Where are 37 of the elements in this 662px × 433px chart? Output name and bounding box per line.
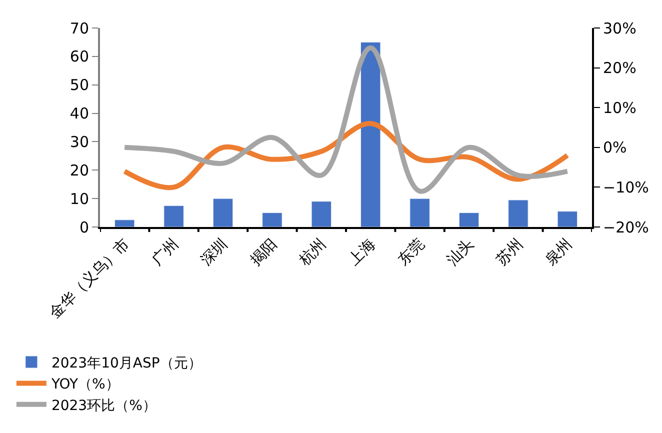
- x-tick-label: 上海: [344, 234, 379, 269]
- x-tick-label: 杭州: [294, 234, 330, 270]
- y-tick-label: 0: [79, 218, 89, 236]
- bar: [311, 201, 332, 227]
- bar: [360, 42, 381, 227]
- bar: [557, 211, 578, 227]
- legend-label: 2023环比（%）: [51, 398, 156, 414]
- x-tick-label: 汕头: [443, 234, 478, 269]
- bar: [508, 200, 528, 227]
- y2-tick-label: −10%: [603, 178, 649, 196]
- y-tick-label: 10: [70, 190, 89, 208]
- y2-tick-label: −20%: [603, 218, 649, 236]
- x-tick-label: 广州: [148, 234, 182, 269]
- bar: [262, 212, 282, 227]
- y2-tick-label: 10%: [603, 98, 636, 117]
- y-tick-label: 30: [70, 132, 89, 151]
- y-tick-label: 20: [70, 161, 89, 180]
- bar: [164, 205, 184, 227]
- x-tick-label: 东莞: [394, 234, 428, 269]
- x-tick-label: 金华（义乌）市: [46, 234, 133, 322]
- bar: [212, 198, 234, 227]
- y2-tick-label: 30%: [603, 19, 636, 38]
- x-tick-label: 揭阳: [246, 234, 280, 269]
- y2-tick-label: 20%: [603, 59, 636, 78]
- bar: [458, 212, 480, 227]
- bar: [410, 198, 430, 227]
- y-tick-label: 70: [70, 19, 89, 38]
- x-tick-label: 泉州: [542, 234, 576, 269]
- bar: [114, 220, 135, 227]
- legend-label: YOY（%）: [50, 376, 120, 393]
- y-tick-label: 60: [70, 48, 89, 66]
- y-tick-label: 40: [70, 104, 89, 123]
- x-tick-label: 苏州: [492, 234, 526, 269]
- x-tick-label: 深圳: [197, 234, 232, 269]
- y2-tick-label: 0%: [603, 138, 627, 157]
- y-tick-label: 50: [70, 76, 89, 94]
- legend-label: 2023年10月ASP（元）: [51, 355, 202, 372]
